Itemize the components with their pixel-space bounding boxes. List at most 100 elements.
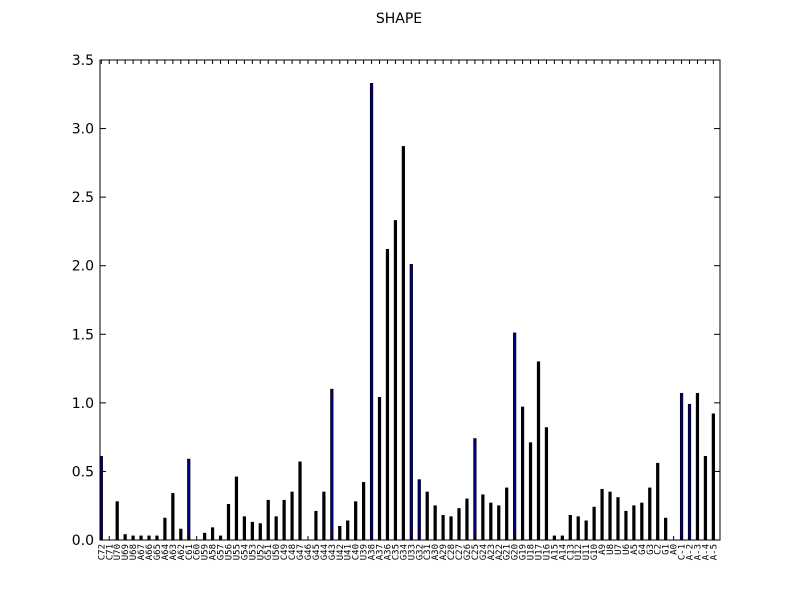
bar-G45 (314, 510, 318, 541)
xtick-label-A15: A15 (550, 544, 560, 560)
bar-G44 (322, 491, 326, 541)
bar-C27 (457, 508, 461, 541)
xtick-label-G34: G34 (399, 544, 409, 560)
bar-G19 (520, 406, 525, 541)
xtick-label-G10: G10 (590, 544, 600, 560)
xtick-label-G20: G20 (511, 544, 521, 560)
xtick-label-A30: A30 (431, 544, 441, 560)
xtick-label-A23: A23 (487, 544, 497, 560)
xtick-label-U33: U33 (407, 544, 417, 560)
xtick-label-C71: C71 (105, 544, 115, 560)
xtick-label-G57: G57 (217, 544, 227, 560)
xtick-label-U56: U56 (224, 544, 234, 560)
ytick-label-3.5: 3.5 (72, 53, 94, 69)
bar-C61 (187, 458, 191, 541)
xtick-label-C28: C28 (447, 544, 457, 560)
xtick-label-U17: U17 (534, 544, 544, 560)
xtick-label-G26: G26 (463, 544, 473, 560)
xtick-label-U50: U50 (272, 544, 282, 560)
x-axis: C72C71U70U69U68A67A66G65A64A63A62C61C60U… (97, 60, 719, 560)
xtick-label-U41: U41 (344, 544, 354, 560)
xtick-label-U70: U70 (113, 544, 123, 560)
ytick-label-0.5: 0.5 (72, 464, 94, 480)
xtick-label-A14: A14 (558, 544, 568, 560)
xtick-label-C25: C25 (471, 544, 481, 560)
bars-group (99, 83, 715, 541)
xtick-label-G24: G24 (479, 544, 489, 560)
bar-A63 (171, 493, 175, 541)
xtick-label-U18: U18 (527, 544, 537, 560)
xtick-label-U55: U55 (232, 544, 242, 560)
xtick-label-G44: G44 (320, 544, 330, 560)
bar-A30 (433, 505, 437, 541)
xtick-label-A67: A67 (137, 544, 147, 560)
xtick-label-A37: A37 (376, 544, 386, 560)
xtick-label-G21: G21 (503, 544, 513, 560)
xtick-label-G54: G54 (240, 544, 250, 560)
xtick-label-A-4: A-4 (701, 544, 711, 560)
ytick-label-0.0: 0.0 (72, 533, 94, 549)
bar-A-5 (711, 413, 715, 541)
xtick-label-C48: C48 (288, 544, 298, 560)
xtick-label-C27: C27 (455, 544, 465, 560)
plot-frame (99, 59, 721, 541)
bar-C48 (290, 491, 294, 541)
bar-G10 (592, 506, 596, 541)
bar-G4 (640, 502, 644, 541)
xtick-label-A29: A29 (439, 544, 449, 560)
bar-G20 (513, 332, 517, 541)
bar-A9 (600, 488, 604, 541)
bar-C35 (393, 220, 398, 541)
bar-G51 (266, 499, 270, 541)
xtick-label-U16: U16 (542, 544, 552, 560)
xtick-label-C13: C13 (566, 544, 576, 560)
bar-G34 (401, 146, 405, 541)
xtick-label-A22: A22 (495, 544, 505, 560)
xtick-label-U8: U8 (606, 544, 616, 555)
bar-U55 (234, 476, 239, 541)
bar-U7 (616, 497, 620, 541)
bar-G3 (648, 487, 652, 541)
xtick-label-A63: A63 (169, 544, 179, 560)
bar-A5 (632, 505, 636, 541)
xtick-label-U42: U42 (336, 544, 346, 560)
bar-C40 (354, 501, 358, 541)
ytick-label-1.5: 1.5 (72, 327, 94, 343)
bar-C2 (656, 462, 660, 541)
xtick-label-U6: U6 (622, 544, 632, 555)
bar-C25 (473, 438, 477, 541)
xtick-label-C31: C31 (423, 544, 433, 560)
ytick-label-2.5: 2.5 (72, 190, 94, 206)
xtick-label-U59: U59 (201, 544, 211, 560)
bar-U8 (608, 491, 612, 541)
bar-A-3 (695, 392, 700, 541)
bar-G47 (298, 461, 302, 541)
bar-A-4 (703, 456, 708, 541)
xtick-label-U53: U53 (248, 544, 258, 560)
xtick-label-C60: C60 (193, 544, 203, 560)
bar-G32 (417, 479, 421, 541)
xtick-label-C35: C35 (391, 544, 401, 560)
xtick-label-G43: G43 (328, 544, 338, 560)
xtick-label-U69: U69 (121, 544, 131, 560)
xtick-label-G32: G32 (415, 544, 425, 560)
xtick-label-U11: U11 (582, 544, 592, 560)
bar-A38 (369, 83, 374, 541)
bar-U39 (362, 482, 366, 541)
bar-U6 (624, 510, 628, 541)
bar-U33 (409, 264, 413, 541)
bar-G43 (330, 388, 334, 541)
xtick-label-G51: G51 (264, 544, 274, 560)
bar-A23 (489, 502, 493, 541)
bar-A37 (377, 397, 382, 541)
xtick-label-G19: G19 (519, 544, 529, 560)
xtick-label-G1: G1 (662, 544, 672, 555)
xtick-label-A9: A9 (598, 544, 608, 555)
bar-G26 (465, 498, 469, 541)
xtick-label-C40: C40 (352, 544, 362, 560)
xtick-label-A-2: A-2 (686, 544, 696, 560)
ytick-label-2.0: 2.0 (72, 259, 94, 275)
xtick-label-A64: A64 (161, 544, 171, 560)
xtick-label-A66: A66 (145, 544, 155, 560)
